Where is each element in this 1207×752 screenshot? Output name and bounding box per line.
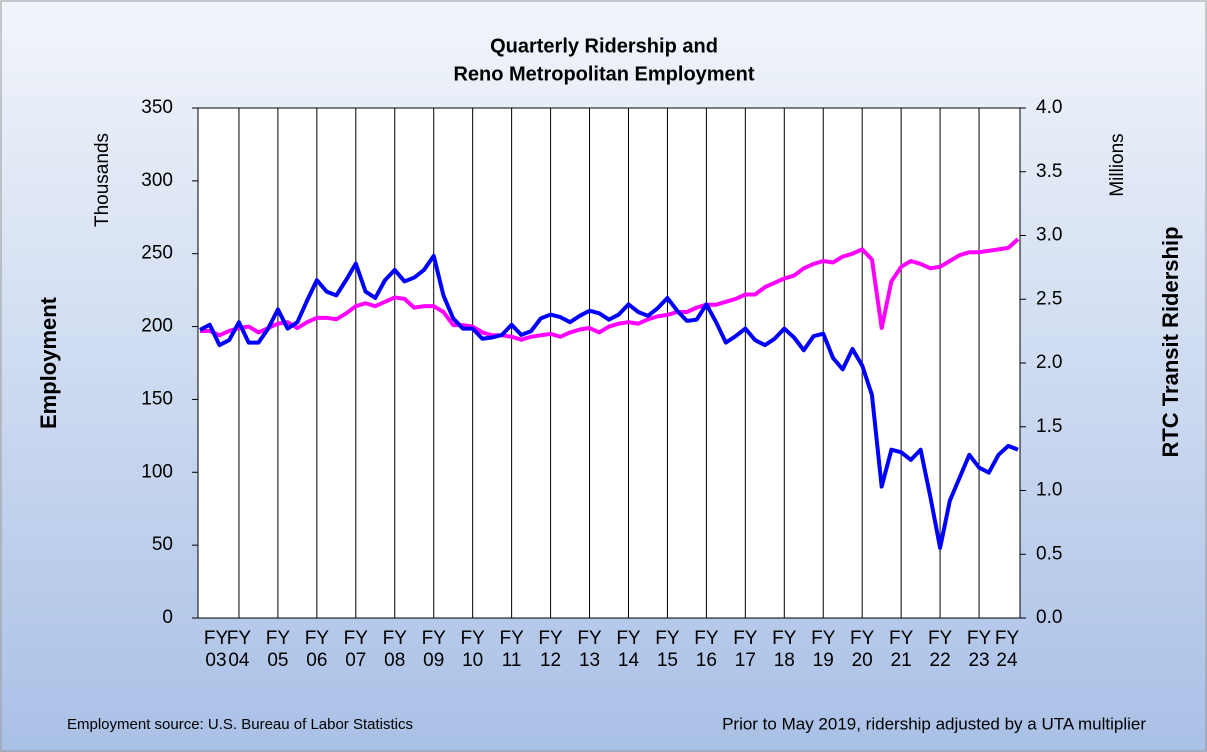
y-tick-label: 300 <box>141 170 173 191</box>
x-tick-label: FY 15 <box>655 628 680 671</box>
y2-tick-label: 1.0 <box>1036 480 1062 501</box>
adjustment-note: Prior to May 2019, ridership adjusted by… <box>722 714 1146 733</box>
y-tick-label: 200 <box>141 316 173 337</box>
x-tick-label: FY 08 <box>382 628 407 671</box>
y2-tick-label: 0.5 <box>1036 543 1062 564</box>
x-tick-label: FY 13 <box>577 628 602 671</box>
source-note: Employment source: U.S. Bureau of Labor … <box>67 716 413 733</box>
y-tick-label: 50 <box>152 534 173 555</box>
x-tick-label: FY 05 <box>265 628 291 671</box>
y-axis-title: Employment <box>36 296 61 429</box>
x-tick-label: FY 23 <box>966 628 992 671</box>
y2-axis-title: RTC Transit Ridership <box>1158 226 1183 457</box>
y2-tick-label: 1.5 <box>1036 416 1062 437</box>
chart-subtitle: Reno Metropolitan Employment <box>453 63 754 85</box>
y2-tick-label: 3.5 <box>1036 161 1062 182</box>
x-tick-label: FY 24 <box>994 628 1020 671</box>
y2-tick-label: 0.0 <box>1036 607 1062 628</box>
x-tick-label: FY 10 <box>460 628 485 671</box>
y-tick-label: 100 <box>141 461 173 482</box>
y-tick-label: 250 <box>141 243 173 264</box>
y2-axis-unit: Millions <box>1107 133 1128 196</box>
x-tick-label: FY 18 <box>772 628 797 671</box>
x-tick-label: FY 06 <box>304 628 329 671</box>
x-tick-label: FY 03 <box>203 628 229 671</box>
chart-title: Quarterly Ridership and <box>490 35 718 57</box>
plot-area <box>197 107 1021 619</box>
x-tick-label: FY 14 <box>616 628 641 671</box>
x-tick-label: FY 20 <box>850 628 875 671</box>
x-tick-label: FY 12 <box>538 628 563 671</box>
x-tick-label: FY 22 <box>927 628 953 671</box>
x-tick-label: FY 04 <box>226 628 252 671</box>
x-tick-label: FY 07 <box>343 628 368 671</box>
series-line <box>199 253 1019 550</box>
y-tick-label: 350 <box>141 97 173 118</box>
y-tick-label: 0 <box>162 607 173 628</box>
x-tick-label: FY 16 <box>694 628 719 671</box>
x-tick-label: FY 11 <box>499 628 524 671</box>
y-axis-unit: Thousands <box>92 133 113 227</box>
y2-tick-label: 4.0 <box>1036 97 1062 118</box>
y-tick-label: 150 <box>141 388 173 409</box>
y2-tick-label: 2.0 <box>1036 352 1062 373</box>
x-tick-label: FY 09 <box>421 628 446 671</box>
x-tick-label: FY 19 <box>811 628 836 671</box>
series-line <box>200 237 1020 342</box>
x-tick-label: FY 17 <box>733 628 758 671</box>
x-tick-label: FY 21 <box>889 628 914 671</box>
y2-tick-label: 3.0 <box>1036 225 1062 246</box>
y2-tick-label: 2.5 <box>1036 288 1062 309</box>
